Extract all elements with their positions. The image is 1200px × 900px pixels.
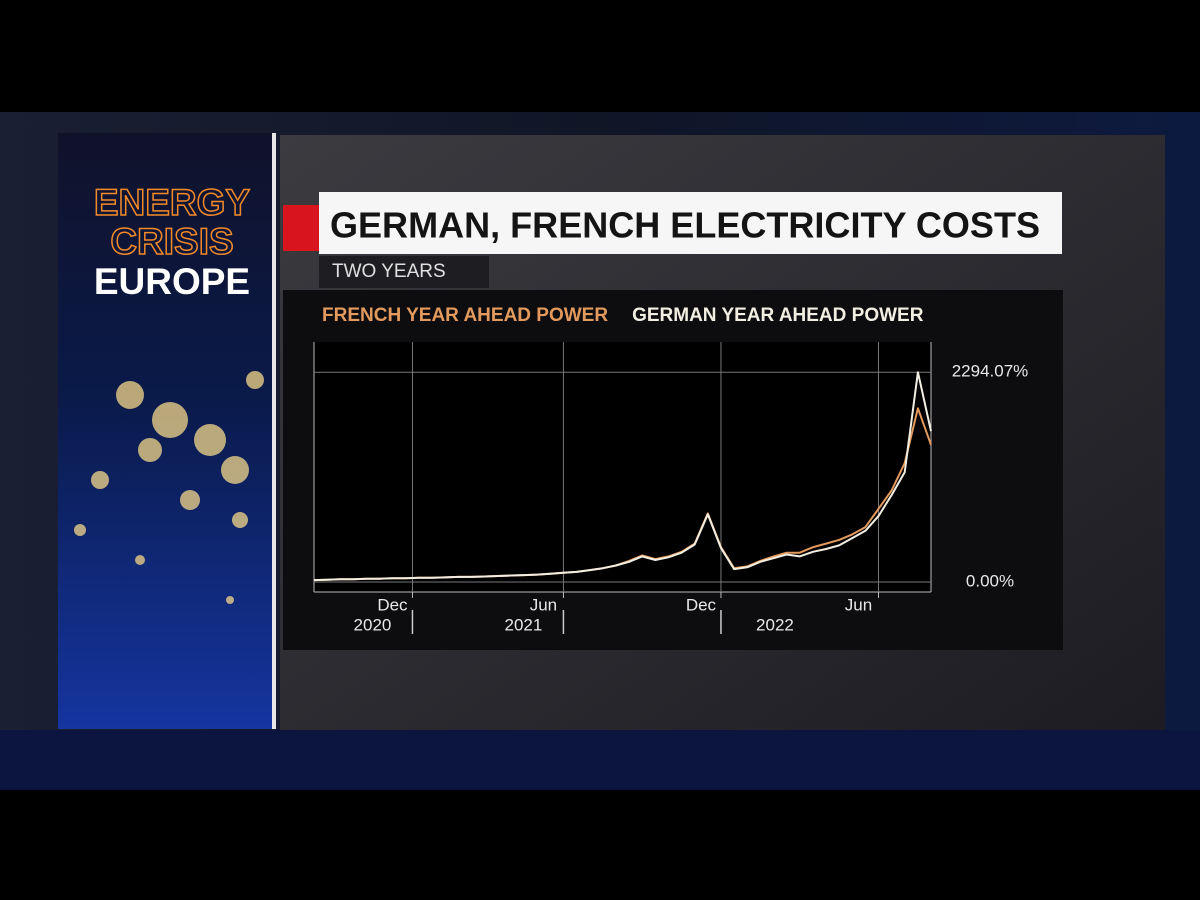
side-line: ENERGY: [94, 182, 251, 223]
y-tick-label: 0.00%: [966, 571, 1014, 590]
chart-title: GERMAN, FRENCH ELECTRICITY COSTS: [330, 205, 1040, 246]
legend-entry: GERMAN YEAR AHEAD POWER: [632, 305, 924, 326]
chart: FRENCH YEAR AHEAD POWER GERMAN YEAR AHEAD…: [313, 305, 1029, 634]
x-tick-label: Jun: [530, 595, 557, 614]
side-line: EUROPE: [94, 261, 250, 302]
title-accent: [283, 205, 319, 251]
plot-area: [314, 342, 931, 592]
x-tick-label: Dec: [686, 595, 717, 614]
x-year-label: 2021: [505, 615, 543, 634]
x-year-label: 2020: [354, 615, 392, 634]
divider: [272, 133, 276, 729]
chart-subtitle: TWO YEARS: [332, 261, 446, 282]
y-tick-label: 2294.07%: [952, 362, 1029, 381]
series-line: [313, 371, 932, 582]
studio-floor: [0, 730, 1200, 790]
x-year-label: 2022: [756, 615, 794, 634]
city-lights: [74, 371, 264, 604]
title-bar: [319, 192, 1062, 254]
x-tick-label: Dec: [377, 595, 408, 614]
subtitle-box: [319, 256, 489, 288]
side-line: CRISIS: [110, 221, 233, 262]
legend-entry: FRENCH YEAR AHEAD POWER: [322, 305, 608, 326]
x-tick-label: Jun: [845, 595, 872, 614]
